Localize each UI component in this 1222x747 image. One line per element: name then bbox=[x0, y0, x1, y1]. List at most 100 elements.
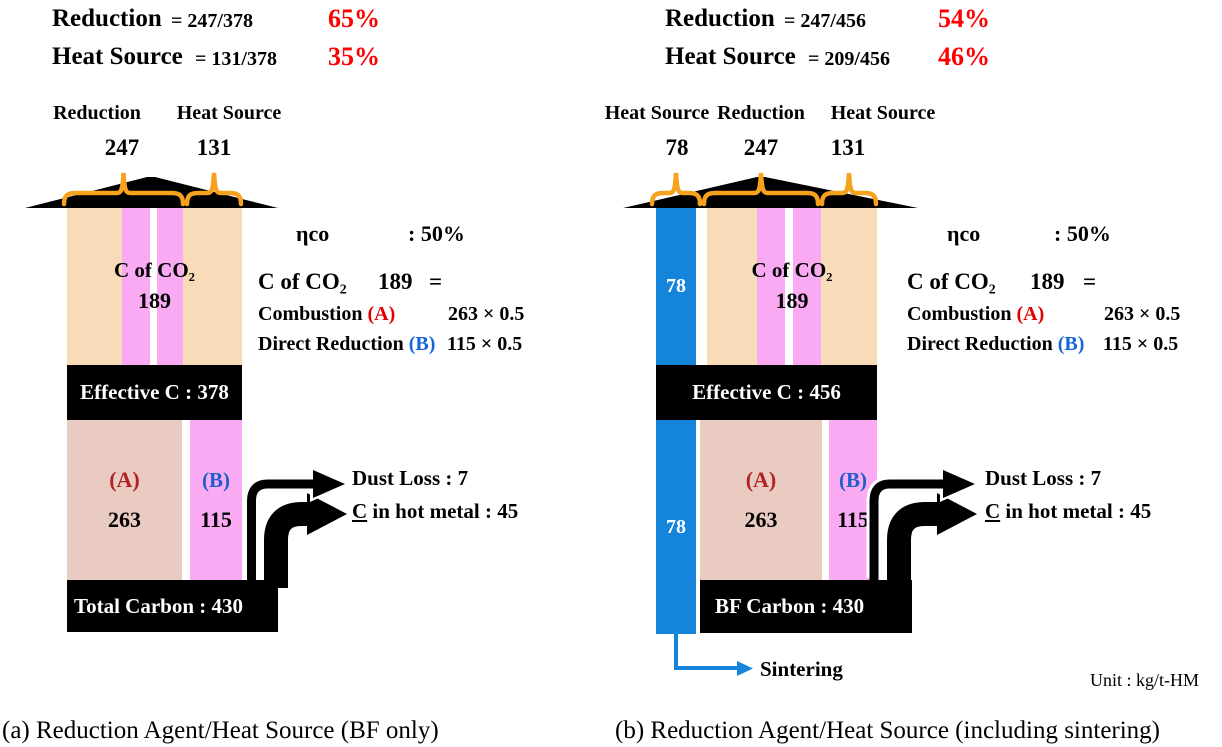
eq-combustion-label: Combustion bbox=[258, 303, 363, 325]
sinter-column-upper: 78 bbox=[656, 207, 696, 365]
eq-lhs-a: C of CO₂ bbox=[258, 269, 347, 294]
co2-block-value: 189 bbox=[138, 288, 171, 313]
eq-result-b: 189 bbox=[1030, 269, 1065, 294]
arrow-casing bbox=[310, 466, 349, 502]
combustion-block-a: (A) 263 bbox=[67, 420, 182, 580]
co2-column-b: C of CO₂ 189 bbox=[707, 207, 877, 365]
stripe-divider bbox=[785, 207, 793, 365]
eq-lhs-b: C of CO₂ bbox=[907, 269, 996, 294]
stripe-divider bbox=[150, 207, 157, 365]
tag-B: (B) bbox=[839, 467, 867, 492]
dust-loss-arrowhead-b bbox=[943, 470, 975, 498]
eq-directred-label: Direct Reduction bbox=[258, 333, 404, 355]
value-B: 115 bbox=[837, 506, 869, 532]
co-gas-stripe bbox=[157, 207, 183, 365]
hot-metal-arrow-a bbox=[264, 502, 308, 588]
eq-directred-b: Direct Reduction (B) bbox=[907, 334, 1084, 355]
sinter-upper-value: 78 bbox=[666, 274, 686, 297]
flow-value-heatsource-b: 131 bbox=[830, 135, 866, 160]
co-gas-stripe bbox=[793, 207, 821, 365]
arrow-casing bbox=[866, 476, 943, 578]
unit-note: Unit : kg/t-HM bbox=[1090, 670, 1200, 690]
tag-B: (B) bbox=[202, 467, 230, 492]
eta-value-a: : 50% bbox=[408, 221, 465, 246]
flow-value-reduction-b: 247 bbox=[743, 135, 779, 160]
flow-value-sinter-b: 78 bbox=[665, 135, 689, 160]
tag-A: (A) bbox=[109, 467, 140, 492]
value-B: 115 bbox=[200, 506, 232, 532]
co2-block-text-b: C of CO₂ 189 bbox=[707, 207, 877, 365]
flow-label-reduction-b: Reduction bbox=[717, 102, 805, 124]
eta-value-b: : 50% bbox=[1054, 221, 1111, 246]
effective-c-bar-b: Effective C : 456 bbox=[656, 365, 877, 420]
summary-a2-percent: 35% bbox=[328, 42, 380, 71]
total-carbon-bar-a: Total Carbon : 430 bbox=[67, 580, 278, 632]
dust-loss-label-b: Dust Loss : 7 bbox=[985, 466, 1102, 490]
co-gas-stripe bbox=[122, 207, 150, 365]
co2-block-title: C of CO₂ bbox=[114, 258, 195, 282]
dust-loss-label-a: Dust Loss : 7 bbox=[352, 466, 469, 490]
eq-directred-tag: (B) bbox=[1057, 333, 1085, 355]
brace-sinter-b bbox=[649, 172, 703, 207]
summary-b2-fraction: = 209/456 bbox=[808, 48, 890, 70]
summary-b2-label: Heat Source bbox=[665, 43, 796, 70]
hot-metal-rest: in hot metal : 45 bbox=[367, 499, 519, 523]
eq-combustion-label: Combustion bbox=[907, 303, 1012, 325]
co2-column-a: C of CO₂ 189 bbox=[67, 207, 242, 365]
eq-combustion-expr-b: 263 × 0.5 bbox=[1104, 303, 1181, 325]
eq-combustion-b: Combustion (A) bbox=[907, 304, 1044, 325]
summary-b1-label: Reduction bbox=[665, 5, 775, 32]
eq-sign-a: = bbox=[429, 269, 443, 294]
brace-heatsource-b bbox=[819, 172, 879, 207]
dust-loss-arrow-a bbox=[247, 479, 313, 588]
flow-label-heatsource-b2: Heat Source bbox=[830, 102, 936, 124]
eq-directred-a: Direct Reduction (B) bbox=[258, 334, 435, 355]
combustion-block-text-b: (A) 263 bbox=[700, 420, 822, 580]
eq-combustion-tag: (A) bbox=[1016, 303, 1045, 325]
eq-result-a: 189 bbox=[378, 269, 413, 294]
dust-loss-arrow-b bbox=[869, 479, 943, 588]
summary-a1-fraction: = 247/378 bbox=[171, 10, 253, 32]
bf-carbon-bar-b: BF Carbon : 430 bbox=[700, 580, 912, 633]
direct-reduction-block-text-a: (B) 115 bbox=[190, 420, 242, 580]
furnace-roof-a bbox=[25, 177, 278, 208]
eta-symbol-b: ηco bbox=[947, 221, 981, 246]
eq-directred-expr-a: 115 × 0.5 bbox=[447, 333, 523, 355]
hot-metal-rest: in hot metal : 45 bbox=[1000, 499, 1152, 523]
summary-b1-fraction: = 247/456 bbox=[784, 10, 866, 32]
co2-block-text-a: C of CO₂ 189 bbox=[67, 207, 242, 365]
co2-block-value: 189 bbox=[775, 288, 809, 313]
brace-reduction-b bbox=[701, 172, 821, 207]
eq-combustion-expr-a: 263 × 0.5 bbox=[448, 303, 525, 325]
effective-c-bar-a: Effective C : 378 bbox=[67, 365, 242, 420]
direct-reduction-block-a: (B) 115 bbox=[190, 420, 242, 580]
sintering-arrow bbox=[674, 633, 737, 670]
eq-combustion-tag: (A) bbox=[367, 303, 396, 325]
flow-value-heatsource-a: 131 bbox=[196, 135, 232, 160]
co2-block-title: C of CO₂ bbox=[751, 258, 833, 282]
summary-a1-percent: 65% bbox=[328, 4, 380, 33]
value-A: 263 bbox=[744, 507, 778, 532]
flow-label-reduction-a: Reduction bbox=[53, 102, 141, 124]
direct-reduction-block-text-b: (B) 115 bbox=[829, 420, 877, 580]
flow-label-heatsource-b1: Heat Source bbox=[604, 102, 710, 124]
sinter-lower-value: 78 bbox=[666, 515, 686, 538]
summary-b1-percent: 54% bbox=[938, 4, 990, 33]
eta-symbol-a: ηco bbox=[296, 221, 330, 246]
combustion-block-b: (A) 263 bbox=[700, 420, 822, 580]
summary-a2-fraction: = 131/378 bbox=[195, 48, 277, 70]
eq-combustion-a: Combustion (A) bbox=[258, 304, 395, 325]
eq-directred-expr-b: 115 × 0.5 bbox=[1103, 333, 1179, 355]
arrow-casing bbox=[940, 466, 979, 502]
combustion-block-text-a: (A) 263 bbox=[67, 420, 182, 580]
co-gas-stripe bbox=[757, 207, 785, 365]
hot-metal-label-a: C in hot metal : 45 bbox=[352, 500, 518, 522]
brace-reduction-a bbox=[61, 172, 186, 207]
sinter-column-lower: 78 bbox=[656, 420, 696, 634]
hot-metal-c: C bbox=[352, 499, 368, 523]
caption-a: (a) Reduction Agent/Heat Source (BF only… bbox=[2, 717, 439, 744]
eq-directred-tag: (B) bbox=[408, 333, 436, 355]
value-A: 263 bbox=[108, 507, 141, 532]
flow-value-reduction-a: 247 bbox=[104, 135, 140, 160]
